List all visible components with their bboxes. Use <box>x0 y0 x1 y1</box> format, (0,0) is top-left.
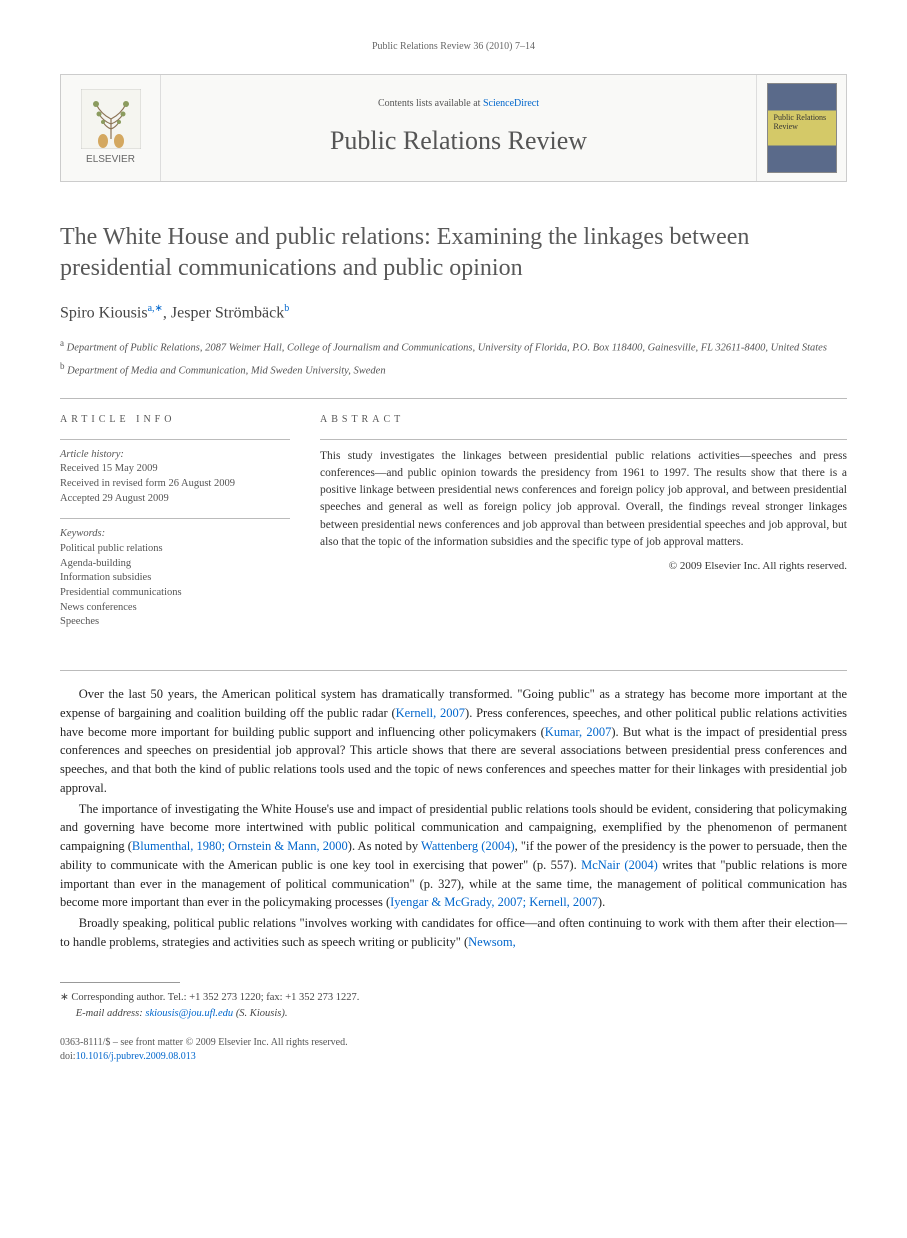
citation-link[interactable]: McNair (2004) <box>581 858 658 872</box>
journal-cover-block: Public Relations Review <box>756 75 846 181</box>
affiliation-b-text: Department of Media and Communication, M… <box>67 366 385 377</box>
keyword-item: Information subsidies <box>60 571 290 586</box>
keyword-item: Presidential communications <box>60 586 290 601</box>
citation-link[interactable]: Kumar, 2007 <box>545 725 612 739</box>
email-label: E-mail address: <box>76 1008 143 1019</box>
citation-link[interactable]: Blumenthal, 1980; Ornstein & Mann, 2000 <box>132 839 348 853</box>
body-paragraph: Over the last 50 years, the American pol… <box>60 685 847 798</box>
affiliation-a: a Department of Public Relations, 2087 W… <box>60 337 847 356</box>
author-1-marks: a,∗ <box>148 303 163 314</box>
elsevier-tree-icon <box>81 89 141 149</box>
article-info-heading: ARTICLE INFO <box>60 413 290 427</box>
elsevier-label: ELSEVIER <box>86 153 135 167</box>
article-title: The White House and public relations: Ex… <box>60 222 847 284</box>
footnote-separator <box>60 982 180 983</box>
section-divider <box>60 670 847 671</box>
author-1-name: Spiro Kiousis <box>60 305 148 322</box>
author-2-marks: b <box>284 303 289 314</box>
doi-prefix: doi: <box>60 1051 76 1062</box>
doi-line: doi:10.1016/j.pubrev.2009.08.013 <box>60 1050 847 1064</box>
contents-prefix: Contents lists available at <box>378 98 483 109</box>
keyword-item: Speeches <box>60 615 290 630</box>
affiliation-a-text: Department of Public Relations, 2087 Wei… <box>67 343 827 354</box>
accepted-date: Accepted 29 August 2009 <box>60 492 290 507</box>
keyword-item: News conferences <box>60 601 290 616</box>
email-attribution: (S. Kiousis). <box>236 1008 288 1019</box>
citation-link[interactable]: Iyengar & McGrady, 2007; Kernell, 2007 <box>390 895 598 909</box>
journal-cover-thumbnail: Public Relations Review <box>767 83 837 173</box>
abstract-copyright: © 2009 Elsevier Inc. All rights reserved… <box>320 559 847 574</box>
info-divider <box>320 439 847 440</box>
sciencedirect-link[interactable]: ScienceDirect <box>483 98 539 109</box>
email-link[interactable]: skiousis@jou.ufl.edu <box>145 1008 233 1019</box>
journal-masthead: ELSEVIER Contents lists available at Sci… <box>60 74 847 182</box>
author-list: Spiro Kiousisa,∗, Jesper Strömbäckb <box>60 302 847 325</box>
running-head: Public Relations Review 36 (2010) 7–14 <box>60 40 847 54</box>
keyword-item: Political public relations <box>60 542 290 557</box>
citation-link[interactable]: Kernell, 2007 <box>396 706 465 720</box>
body-paragraph: The importance of investigating the Whit… <box>60 800 847 913</box>
body-text-span: ). As noted by <box>348 839 421 853</box>
abstract-text: This study investigates the linkages bet… <box>320 448 847 552</box>
body-text-span: ). <box>598 895 605 909</box>
info-divider <box>60 439 290 440</box>
section-divider <box>60 398 847 399</box>
copyright-footer: 0363-8111/$ – see front matter © 2009 El… <box>60 1036 847 1050</box>
corresponding-email-line: E-mail address: skiousis@jou.ufl.edu (S.… <box>60 1007 847 1022</box>
article-history-label: Article history: <box>60 448 290 463</box>
abstract-heading: ABSTRACT <box>320 413 847 427</box>
journal-name: Public Relations Review <box>181 123 736 159</box>
body-paragraph: Broadly speaking, political public relat… <box>60 914 847 952</box>
corresponding-author: ∗ Corresponding author. Tel.: +1 352 273… <box>60 991 847 1006</box>
revised-date: Received in revised form 26 August 2009 <box>60 477 290 492</box>
article-info-column: ARTICLE INFO Article history: Received 1… <box>60 413 290 631</box>
keyword-item: Agenda-building <box>60 557 290 572</box>
affiliation-b: b Department of Media and Communication,… <box>60 360 847 379</box>
cover-title-text: Public Relations Review <box>774 114 836 132</box>
contents-available-line: Contents lists available at ScienceDirec… <box>181 97 736 111</box>
author-2-name: Jesper Strömbäck <box>171 305 284 322</box>
abstract-column: ABSTRACT This study investigates the lin… <box>320 413 847 631</box>
article-body: Over the last 50 years, the American pol… <box>60 685 847 952</box>
citation-link[interactable]: Wattenberg (2004) <box>421 839 515 853</box>
body-text-span: Broadly speaking, political public relat… <box>60 916 847 949</box>
keywords-label: Keywords: <box>60 527 290 542</box>
publisher-logo-block: ELSEVIER <box>61 75 161 181</box>
info-divider <box>60 518 290 519</box>
doi-link[interactable]: 10.1016/j.pubrev.2009.08.013 <box>76 1051 196 1062</box>
citation-link[interactable]: Newsom, <box>468 935 516 949</box>
received-date: Received 15 May 2009 <box>60 462 290 477</box>
